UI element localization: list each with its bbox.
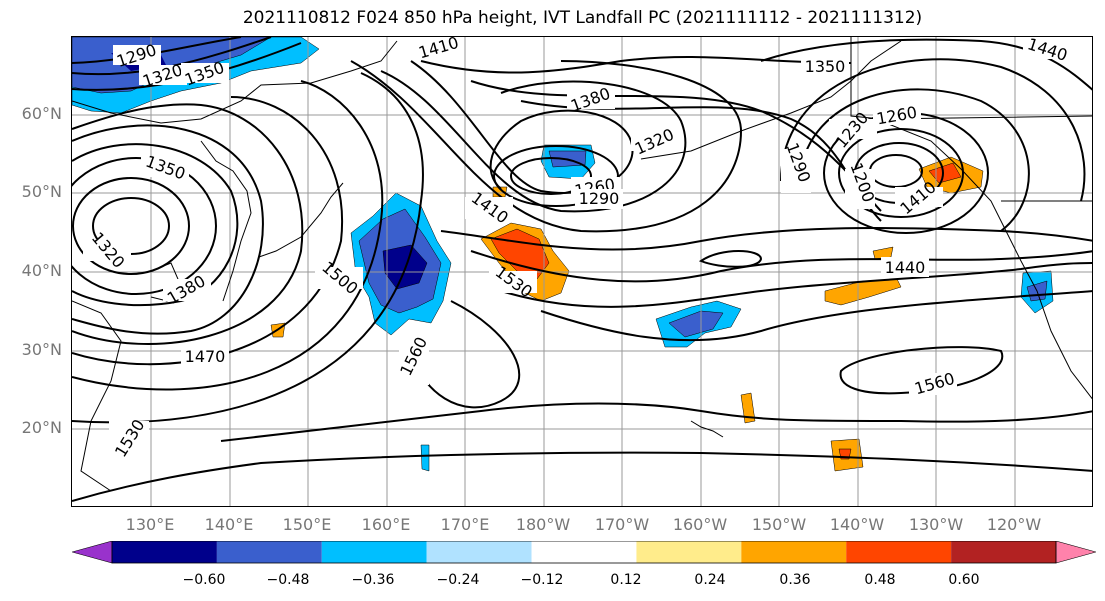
canada-border — [850, 37, 1092, 120]
contour-line — [800, 88, 1030, 232]
contour-line — [410, 300, 521, 409]
colorbar-tick: 0.24 — [694, 572, 726, 588]
lon-label: 150°E — [282, 515, 332, 534]
contour-line — [72, 143, 239, 307]
colorbar-tick: 0.48 — [864, 572, 896, 588]
colorbar-box — [531, 541, 637, 563]
lat-label: 20°N — [21, 418, 62, 437]
contour-label: 1440 — [885, 258, 926, 277]
lon-label: 130°E — [125, 515, 175, 534]
lon-label: 170°W — [594, 515, 650, 534]
contour-line — [869, 154, 923, 188]
lon-label: 170°E — [440, 515, 490, 534]
contour-line — [72, 124, 264, 335]
lat-label: 50°N — [21, 182, 62, 201]
colorbar-tick: −0.60 — [182, 572, 226, 588]
lon-label: 120°W — [986, 515, 1042, 534]
contour-line — [510, 157, 592, 195]
contour-label: 1350 — [143, 152, 188, 184]
contour-line — [72, 177, 190, 275]
colorbar-box — [951, 541, 1056, 563]
colorbar-box — [741, 541, 847, 563]
contour-line — [440, 227, 1092, 251]
contour-label: 1380 — [164, 271, 209, 308]
colorbar-tick: 0.12 — [610, 572, 642, 588]
china-coastline — [72, 300, 122, 492]
contour-line — [72, 451, 1092, 502]
colorbar-tick: −0.12 — [520, 572, 564, 588]
contour-label: 1290 — [579, 189, 620, 208]
map-panel: 1290 1320 1350 1410 1380 1350 1320 1260 … — [71, 36, 1093, 507]
contour-line — [470, 250, 1092, 283]
colorbar-tick: 0.60 — [948, 572, 980, 588]
contour-line — [72, 103, 304, 345]
lat-label: 40°N — [21, 261, 62, 280]
contour-label: 1320 — [632, 125, 677, 159]
ivt-negative-region — [668, 310, 724, 338]
contour-line — [72, 80, 384, 391]
contour-label: 1380 — [568, 84, 613, 116]
contour-line — [420, 56, 852, 74]
north-america-coastline — [880, 120, 1092, 400]
colorbar-extend-min — [72, 541, 113, 564]
ivt-negative-region — [420, 444, 430, 472]
contour-line — [839, 346, 1004, 395]
lat-label: 60°N — [21, 104, 62, 123]
colorbar-box — [636, 541, 742, 563]
contour-line — [838, 128, 964, 218]
contour-line — [500, 262, 1092, 308]
colorbar-box — [216, 541, 322, 563]
colorbar-box — [846, 541, 952, 563]
contour-line — [410, 60, 634, 194]
colorbar-outline — [111, 541, 1057, 564]
japan-coastline — [258, 182, 344, 258]
lon-label: 140°E — [204, 515, 254, 534]
hawaii-islands — [690, 420, 724, 438]
asia-coastline — [72, 40, 398, 124]
contour-line — [350, 60, 743, 233]
colorbar-box — [321, 541, 427, 563]
colorbar-box — [426, 541, 532, 563]
lon-label: 150°W — [751, 515, 807, 534]
colorbar-extend-max — [1055, 541, 1096, 564]
ivt-shading — [72, 37, 1054, 472]
colorbar-tick: −0.48 — [266, 572, 310, 588]
contour-line — [493, 145, 619, 207]
lat-label: 30°N — [21, 340, 62, 359]
colorbar-tick: 0.36 — [779, 572, 811, 588]
contour-line — [72, 96, 344, 366]
contour-line — [780, 58, 1086, 202]
colorbar-box — [112, 541, 217, 563]
contour-label: 1350 — [805, 57, 846, 76]
lon-label: 140°W — [829, 515, 885, 534]
ivt-positive-region — [740, 392, 756, 424]
lon-label: 180°W — [515, 515, 571, 534]
contour-line — [72, 72, 424, 424]
map-title: 2021110812 F024 850 hPa height, IVT Land… — [242, 8, 923, 28]
contour-line — [72, 157, 217, 295]
contour-line — [760, 38, 1092, 91]
colorbar-tick: −0.36 — [351, 572, 395, 588]
lon-label: 160°E — [361, 515, 411, 534]
contour-line — [220, 402, 1092, 442]
contour-label: 1470 — [185, 347, 226, 366]
lon-label: 160°W — [672, 515, 728, 534]
colorbar — [72, 541, 1096, 564]
contour-line — [540, 290, 1092, 342]
contour-line — [698, 250, 763, 268]
lon-label: 130°W — [908, 515, 964, 534]
asia-coastline — [200, 140, 252, 302]
contour-line — [380, 70, 687, 213]
colorbar-tick: −0.24 — [436, 572, 480, 588]
